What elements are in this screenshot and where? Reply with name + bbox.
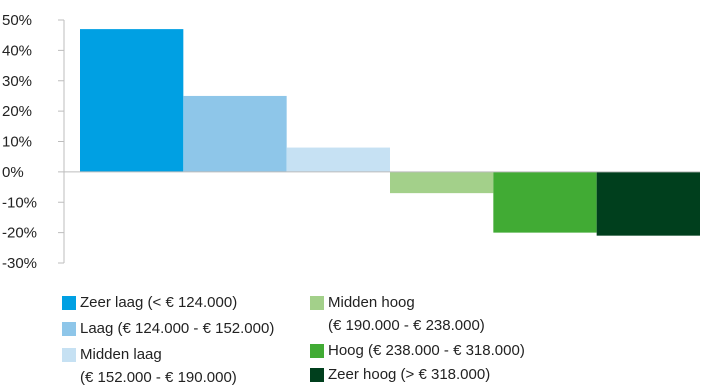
legend-swatch [62, 348, 76, 362]
legend-swatch [310, 296, 324, 310]
y-tick-label: 10% [2, 134, 32, 151]
bar [80, 29, 184, 172]
legend-label: (€ 190.000 - € 238.000) [328, 317, 485, 334]
y-tick-label: 0% [2, 164, 24, 181]
legend-label: (€ 152.000 - € 190.000) [80, 369, 237, 386]
bars [80, 29, 700, 236]
y-axis: 50% 40% 30% 20% 10% 0% -10% -20% -30% [2, 12, 65, 272]
y-tick-label: 50% [2, 12, 32, 29]
bar [596, 171, 700, 236]
legend-label: Zeer laag (< € 124.000) [80, 294, 238, 311]
bar [286, 147, 390, 172]
legend-label: Hoog (€ 238.000 - € 318.000) [328, 342, 525, 359]
legend-swatch [310, 344, 324, 358]
legend-swatch [310, 368, 324, 382]
bar [390, 171, 494, 194]
bar-chart: 50% 40% 30% 20% 10% 0% -10% -20% -30% [2, 12, 700, 272]
bar [183, 95, 287, 172]
y-tick-label: -30% [2, 255, 37, 272]
legend-label: Midden hoog [328, 294, 415, 311]
legend-swatch [62, 322, 76, 336]
bar [493, 171, 597, 233]
y-tick-label: -20% [2, 225, 37, 242]
y-tick-label: 30% [2, 73, 32, 90]
y-tick-label: 40% [2, 42, 32, 59]
legend-label: Laag (€ 124.000 - € 152.000) [80, 320, 275, 337]
y-tick-label: -10% [2, 194, 37, 211]
legend-label: Midden laag [80, 346, 162, 363]
legend-label: Zeer hoog (> € 318.000) [328, 366, 491, 383]
y-tick-label: 20% [2, 103, 32, 120]
legend-swatch [62, 296, 76, 310]
